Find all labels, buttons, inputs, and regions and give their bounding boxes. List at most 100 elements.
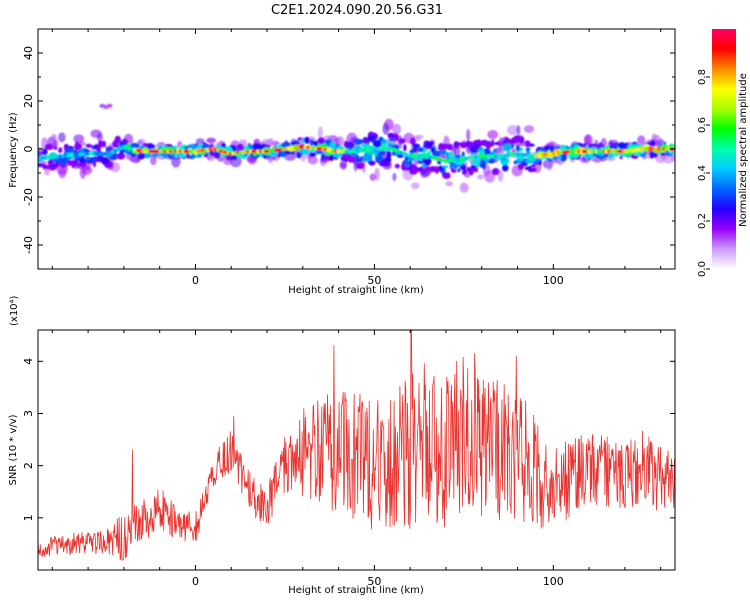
colorbar-ticks: 0.0 0.2 0.4 0.6 0.8	[697, 69, 710, 277]
spectrogram-cell	[282, 141, 288, 149]
spectrogram-cell	[409, 149, 415, 154]
snr-x-tick-label: 0	[192, 575, 199, 588]
spectrogram-cell	[411, 165, 417, 169]
spectrogram-cell	[651, 139, 655, 147]
spectrogram-cell	[298, 137, 302, 141]
spectrogram-cell	[58, 147, 63, 153]
spectrogram-cell	[171, 154, 181, 168]
spectrogram-cell	[237, 143, 245, 152]
spectrogram-cell	[473, 148, 478, 153]
spectrogram-cell	[590, 147, 598, 151]
spectrogram-cell	[461, 151, 465, 157]
spectrogram-cell	[367, 134, 375, 142]
spectrogram-cell	[655, 154, 666, 164]
spectrogram-cell	[186, 153, 190, 159]
spectrogram-cell	[415, 134, 424, 139]
snr-frame	[37, 329, 676, 571]
spectrogram-cell	[296, 151, 302, 159]
spectrogram-cell	[483, 148, 491, 156]
spectrogram-cell	[411, 182, 420, 190]
spectrogram-cell	[507, 125, 519, 136]
snr-y-tick-label: 4	[22, 358, 35, 365]
spectrogram-cell	[44, 143, 54, 150]
spectrogram-cell	[96, 132, 103, 142]
snr-y-tick-label: 3	[22, 410, 35, 417]
spectrogram-cell	[459, 182, 469, 193]
snr-x-tick-label: 50	[367, 575, 381, 588]
colorbar-tick-label: 0.6	[697, 117, 708, 133]
spectrogram-cell	[354, 138, 364, 145]
spectrogram-cell	[38, 152, 41, 157]
spectrogram-cell	[317, 137, 325, 145]
spectrogram-cell	[487, 159, 495, 164]
spectrogram-cell	[346, 145, 353, 148]
spectrogram-cell	[660, 152, 667, 156]
spectrogram-cell	[613, 145, 618, 150]
snr-series-line	[38, 330, 675, 561]
spectrogram-cell	[363, 152, 370, 157]
spectrogram-y-tick-label: 40	[22, 46, 35, 60]
spectrogram-cell	[429, 166, 437, 172]
spectrogram-cell	[226, 154, 231, 161]
spectrogram-cell	[480, 139, 488, 145]
spectrogram-y-tick-label: 20	[22, 94, 35, 108]
spectrogram-cell	[301, 148, 310, 155]
spectrogram-cell	[58, 157, 68, 165]
spectrogram-cell	[209, 152, 214, 157]
spectrogram-cell	[523, 125, 535, 133]
spectrogram-cell	[64, 149, 71, 153]
spectrogram-cell	[453, 141, 460, 149]
spectrogram-cell	[450, 167, 454, 172]
spectrogram-cell	[309, 138, 314, 147]
spectrogram-cell	[58, 132, 66, 143]
spectrogram-cell	[524, 140, 531, 148]
spectrogram-cell	[438, 148, 447, 155]
spectrogram-cell	[584, 134, 591, 146]
spectrogram-cell	[394, 163, 400, 169]
spectrogram-x-axis-label: Height of straight line (km)	[288, 285, 424, 296]
spectrogram-x-tick-label: 100	[543, 274, 564, 287]
spectrogram-cell	[350, 152, 357, 157]
spectrogram-cell	[382, 139, 387, 144]
spectrogram-cell	[342, 154, 351, 159]
spectrogram-cell	[79, 157, 86, 164]
colorbar-gradient	[712, 29, 736, 269]
spectrogram-cell	[116, 152, 126, 160]
spectrogram-cell	[58, 167, 67, 179]
spectrogram-cell	[410, 137, 416, 146]
spectrogram-cell	[608, 153, 614, 159]
spectrogram-cell	[317, 126, 323, 140]
spectrogram-heatmap	[38, 103, 675, 193]
spectrogram-x-tick-label: 50	[367, 274, 381, 287]
spectrogram-cell	[469, 168, 474, 176]
spectrogram-cell	[404, 158, 409, 165]
spectrogram-cell	[73, 134, 85, 144]
colorbar-tick-label: 0.2	[697, 213, 708, 229]
spectrogram-cell	[557, 153, 562, 161]
spectrogram-cell	[146, 144, 156, 148]
spectrogram-cell	[419, 159, 423, 165]
spectrogram-cell	[513, 135, 522, 143]
spectrogram-cell	[445, 152, 449, 158]
spectrogram-cell	[469, 160, 479, 165]
snr-y-tick-label: 1	[22, 514, 35, 521]
colorbar: 0.0 0.2 0.4 0.6 0.8 Normalized spectral ampl…	[697, 29, 749, 277]
spectrogram-cell	[78, 162, 87, 167]
spectrogram-cell	[353, 158, 363, 163]
snr-x-tick-label: 100	[543, 575, 564, 588]
spectrogram-cell	[491, 139, 495, 147]
spectrogram-cell	[516, 124, 521, 135]
spectrogram-cell	[51, 133, 57, 143]
spectrogram-cell	[375, 155, 384, 161]
spectrogram-cell	[102, 140, 107, 148]
spectrogram-cell	[525, 146, 531, 153]
spectrogram-cell	[424, 166, 430, 172]
spectrogram-cell	[403, 144, 407, 152]
spectrogram-cell	[81, 166, 93, 175]
spectrogram-cell	[353, 145, 363, 151]
spectrogram-cell	[619, 155, 623, 160]
spectrogram-cell	[398, 138, 406, 144]
spectrogram-panel: 0 50 100 -40 -20 0 20 40 Height of straight lin…	[8, 28, 676, 296]
spectrogram-cell	[329, 142, 337, 150]
